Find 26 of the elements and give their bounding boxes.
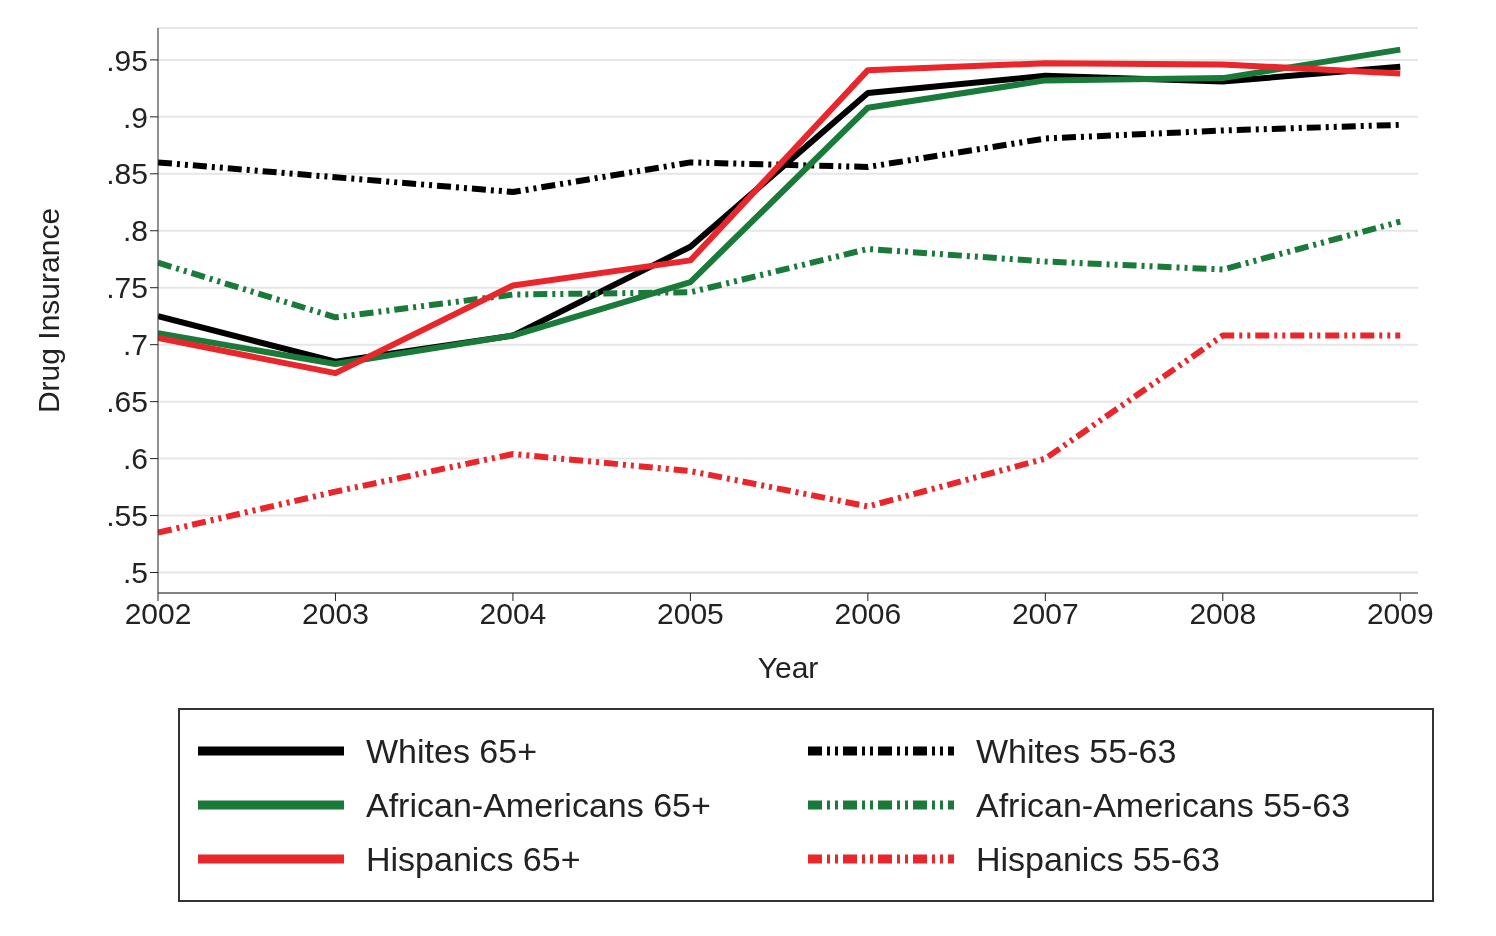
y-axis-title: Drug Insurance bbox=[31, 207, 65, 414]
x-tick-label: 2005 bbox=[657, 597, 724, 631]
x-tick-label: 2003 bbox=[302, 597, 369, 631]
y-tick-label: .7 bbox=[122, 328, 148, 362]
legend-label: Hispanics 65+ bbox=[366, 839, 581, 879]
y-tick-label: .75 bbox=[106, 271, 148, 305]
y-tick-label: .6 bbox=[122, 442, 148, 476]
x-tick-label: 2007 bbox=[1011, 597, 1079, 631]
x-tick-label: 2004 bbox=[479, 597, 547, 631]
y-tick-label: .95 bbox=[106, 43, 148, 77]
y-tick-label: .8 bbox=[122, 214, 148, 248]
legend-label: Whites 65+ bbox=[366, 731, 538, 771]
y-tick-label: .5 bbox=[122, 556, 148, 590]
x-tick-label: 2006 bbox=[834, 597, 902, 631]
legend-label: African-Americans 55-63 bbox=[976, 785, 1351, 825]
x-tick-label: 2009 bbox=[1366, 597, 1434, 631]
x-tick-label: 2002 bbox=[124, 597, 192, 631]
legend-label: African-Americans 65+ bbox=[366, 785, 711, 825]
y-tick-label: .9 bbox=[122, 100, 148, 134]
x-tick-label: 2008 bbox=[1189, 597, 1257, 631]
y-tick-label: .65 bbox=[106, 385, 148, 419]
legend-label: Hispanics 55-63 bbox=[976, 839, 1220, 879]
x-axis-title: Year bbox=[757, 651, 819, 684]
y-tick-label: .55 bbox=[106, 499, 148, 533]
legend-label: Whites 55-63 bbox=[976, 731, 1177, 771]
y-tick-label: .85 bbox=[106, 157, 148, 191]
